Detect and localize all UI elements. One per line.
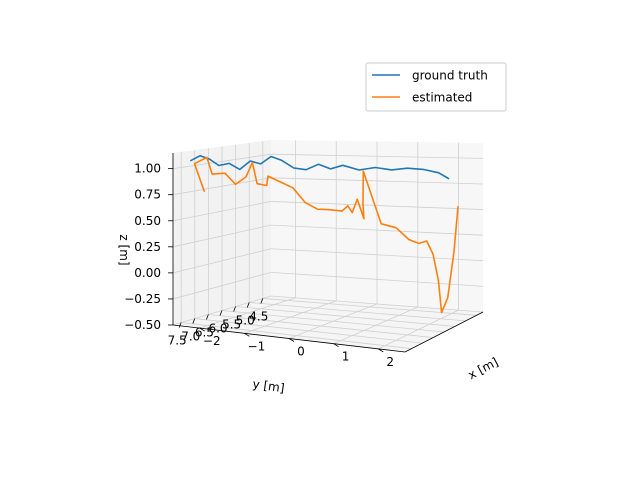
y-tick [206, 314, 209, 320]
y-axis-label: y [m] [252, 377, 286, 395]
grid-line-x [199, 297, 296, 329]
pane-yz [172, 140, 271, 325]
x-tick-label: −2 [203, 334, 221, 348]
y-tick [192, 318, 196, 324]
series-line-ground-truth [190, 154, 450, 180]
x-tick [288, 338, 295, 342]
x-tick [199, 327, 205, 332]
series-lines [190, 154, 459, 314]
z-tick-label: 0.25 [134, 240, 161, 254]
grid-line-x [244, 300, 337, 334]
grid-lines [172, 140, 484, 350]
x-tick-label: 2 [386, 355, 394, 369]
legend: ground truth estimated [365, 62, 507, 112]
x-tick-label: 1 [342, 350, 350, 364]
y-tick [246, 302, 250, 308]
grid-line-x [288, 303, 378, 339]
z-tick-label: −0.25 [124, 292, 161, 306]
y-tick-label: 7.0 [181, 330, 200, 344]
x-tick [378, 348, 384, 353]
z-tick-label: 1.00 [134, 162, 161, 176]
y-tick [260, 298, 264, 304]
y-tick [219, 310, 223, 316]
z-axis-label: z [m] [117, 234, 131, 265]
legend-label-ground-truth: ground truth [412, 69, 488, 83]
z-tick-label: 0.75 [134, 188, 161, 202]
y-tick-label: 6.0 [208, 322, 227, 336]
legend-box [365, 62, 507, 112]
series-line-estimated [193, 156, 459, 314]
grid-line-x [333, 306, 418, 345]
y-axis-ticks: 7.57.06.56.05.55.04.5 [168, 298, 268, 348]
x-axis-line [404, 311, 484, 353]
z-axis-ticks: 1.00 0.75 0.50 0.25 0.00 −0.25 −0.50 [124, 162, 173, 332]
z-tick-label: −0.50 [124, 318, 161, 332]
y-tick-label: 7.5 [168, 334, 187, 348]
x-axis-ticks: −2 −1 0 1 2 [199, 327, 394, 369]
x-tick-label: 0 [297, 345, 305, 359]
z-tick-label: 0.50 [134, 214, 161, 228]
x-tick [244, 332, 250, 337]
y-tick [178, 322, 182, 328]
legend-label-estimated: estimated [412, 91, 472, 105]
x-axis-label: x [m] [466, 355, 501, 382]
y-tick [233, 306, 236, 312]
z-tick-label: 0.00 [134, 266, 161, 280]
y-tick-label: 5.5 [222, 317, 241, 331]
grid-line-x [378, 309, 459, 350]
y-tick-label: 4.5 [249, 309, 268, 323]
x-tick-label: −1 [248, 339, 266, 353]
y-tick-label: 6.5 [195, 326, 214, 340]
y-tick-label: 5.0 [236, 313, 255, 327]
x-tick [333, 343, 339, 348]
